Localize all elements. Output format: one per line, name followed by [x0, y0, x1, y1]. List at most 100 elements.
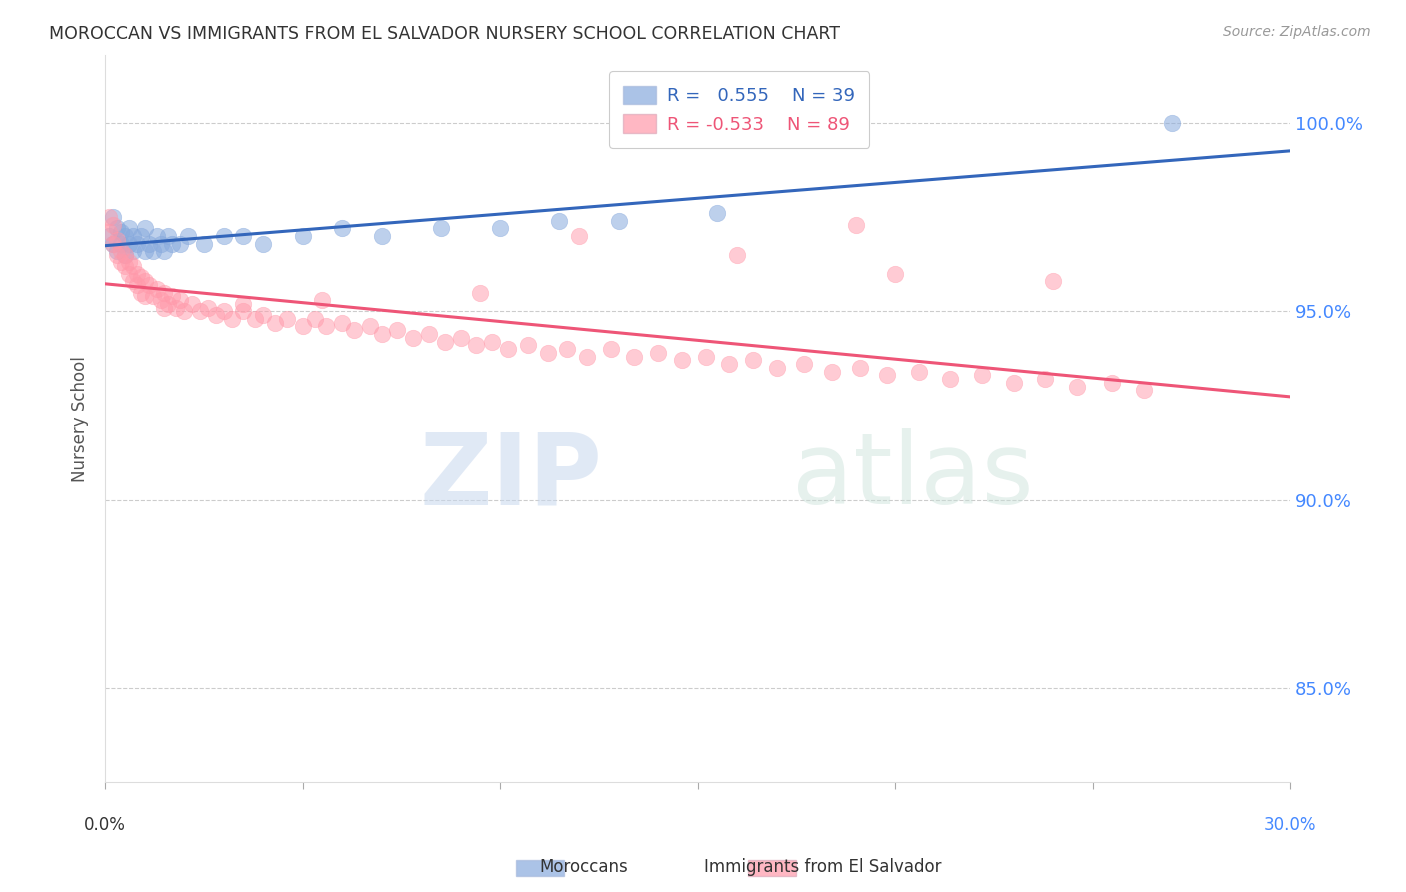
Point — [110, 244, 132, 258]
Point — [129, 270, 152, 285]
Point — [129, 285, 152, 300]
Point — [607, 214, 630, 228]
Y-axis label: Nursery School: Nursery School — [72, 356, 89, 482]
Point — [162, 236, 184, 251]
Point — [695, 350, 717, 364]
Point — [173, 304, 195, 318]
Point — [276, 312, 298, 326]
Point — [252, 308, 274, 322]
Point — [418, 326, 440, 341]
Point — [264, 316, 287, 330]
Point — [548, 214, 571, 228]
Point — [121, 229, 143, 244]
Point — [343, 323, 366, 337]
Point — [157, 297, 180, 311]
Point — [939, 372, 962, 386]
Point — [304, 312, 326, 326]
Point — [101, 236, 124, 251]
Text: 0.0%: 0.0% — [84, 816, 127, 834]
Point — [138, 277, 160, 292]
Point — [315, 319, 337, 334]
Point — [706, 206, 728, 220]
Point — [576, 350, 599, 364]
Point — [149, 236, 172, 251]
Text: MOROCCAN VS IMMIGRANTS FROM EL SALVADOR NURSERY SCHOOL CORRELATION CHART: MOROCCAN VS IMMIGRANTS FROM EL SALVADOR … — [49, 25, 841, 43]
Point — [725, 248, 748, 262]
Point — [470, 285, 492, 300]
Text: ZIP: ZIP — [420, 428, 603, 525]
Point — [536, 346, 558, 360]
Point — [121, 244, 143, 258]
Point — [1133, 384, 1156, 398]
Point — [153, 285, 176, 300]
Point — [98, 229, 121, 244]
Point — [370, 229, 392, 244]
Point — [145, 282, 167, 296]
Point — [142, 289, 165, 303]
Point — [793, 357, 815, 371]
Point — [110, 225, 132, 239]
Point — [105, 244, 128, 258]
Point — [671, 353, 693, 368]
Point — [311, 293, 333, 307]
Point — [157, 229, 180, 244]
Point — [489, 221, 512, 235]
Point — [212, 229, 235, 244]
Text: atlas: atlas — [793, 428, 1033, 525]
Point — [204, 308, 226, 322]
Point — [1066, 380, 1088, 394]
Point — [98, 225, 121, 239]
Point — [555, 342, 578, 356]
Point — [1002, 376, 1025, 390]
Point — [481, 334, 503, 349]
Point — [1101, 376, 1123, 390]
Point — [110, 236, 132, 251]
Point — [153, 244, 176, 258]
Point — [145, 229, 167, 244]
Point — [114, 248, 136, 262]
Point — [1042, 274, 1064, 288]
Text: Source: ZipAtlas.com: Source: ZipAtlas.com — [1223, 25, 1371, 39]
Point — [118, 221, 141, 235]
Point — [121, 259, 143, 273]
Point — [433, 334, 456, 349]
Point — [402, 331, 425, 345]
Point — [387, 323, 409, 337]
Point — [884, 267, 907, 281]
Text: Immigrants from El Salvador: Immigrants from El Salvador — [704, 858, 941, 876]
Point — [142, 244, 165, 258]
Text: 30.0%: 30.0% — [1264, 816, 1316, 834]
Point — [330, 316, 353, 330]
Point — [129, 229, 152, 244]
Point — [1033, 372, 1056, 386]
Point — [134, 244, 156, 258]
Point — [114, 248, 136, 262]
Point — [1160, 116, 1182, 130]
Point — [516, 338, 538, 352]
Point — [165, 301, 187, 315]
Point — [98, 210, 121, 224]
Point — [359, 319, 381, 334]
Point — [465, 338, 488, 352]
Point — [232, 297, 254, 311]
Point — [450, 331, 472, 345]
Point — [370, 326, 392, 341]
Point — [291, 319, 314, 334]
Point — [125, 277, 148, 292]
Point — [430, 221, 453, 235]
Point — [907, 365, 929, 379]
Point — [193, 236, 215, 251]
Point — [845, 218, 868, 232]
Point — [821, 365, 844, 379]
Point — [876, 368, 898, 383]
Point — [291, 229, 314, 244]
Bar — [516, 860, 564, 876]
Point — [169, 293, 191, 307]
Point — [134, 221, 156, 235]
Point — [221, 312, 243, 326]
Point — [118, 255, 141, 269]
Point — [134, 289, 156, 303]
Point — [105, 221, 128, 235]
Legend: R =   0.555    N = 39, R = -0.533    N = 89: R = 0.555 N = 39, R = -0.533 N = 89 — [609, 71, 869, 148]
Point — [765, 360, 787, 375]
